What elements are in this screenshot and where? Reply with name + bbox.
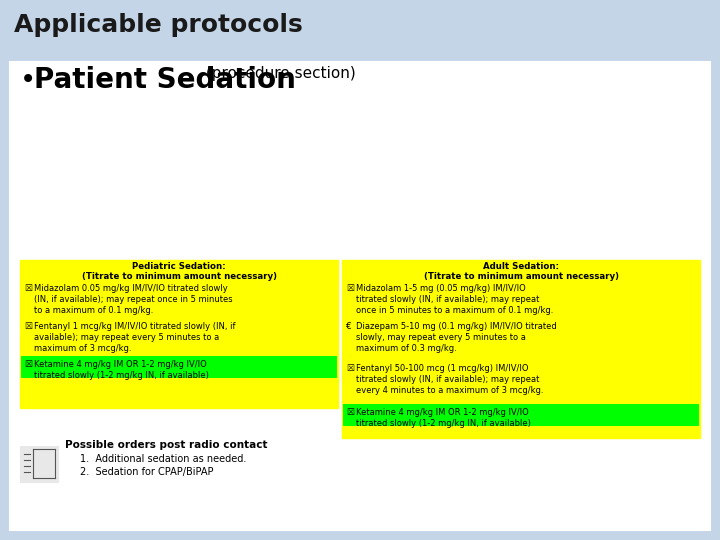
Text: Adult Sedation:: Adult Sedation: [483, 262, 559, 271]
Text: 1.  Additional sedation as needed.: 1. Additional sedation as needed. [80, 454, 246, 464]
Text: ☒: ☒ [24, 322, 32, 331]
Text: ☒: ☒ [346, 364, 354, 373]
Text: Fentanyl 50-100 mcg (1 mcg/kg) IM/IV/IO
titrated slowly (IN, if available); may : Fentanyl 50-100 mcg (1 mcg/kg) IM/IV/IO … [356, 364, 544, 395]
Text: Midazolam 1-5 mg (0.05 mg/kg) IM/IV/IO
titrated slowly (IN, if available); may r: Midazolam 1-5 mg (0.05 mg/kg) IM/IV/IO t… [356, 284, 554, 315]
Text: (procedure section): (procedure section) [201, 66, 356, 81]
Bar [20, 446, 58, 482]
Text: Patient Sedation: Patient Sedation [34, 66, 296, 94]
Text: •: • [20, 66, 36, 94]
Text: ☒: ☒ [24, 360, 32, 369]
Text: Applicable protocols: Applicable protocols [14, 13, 302, 37]
Bar [10, 62, 710, 530]
Text: (Titrate to minimum amount necessary): (Titrate to minimum amount necessary) [81, 272, 276, 281]
Text: ☒: ☒ [346, 408, 354, 417]
Bar [21, 356, 337, 378]
Text: (Titrate to minimum amount necessary): (Titrate to minimum amount necessary) [423, 272, 618, 281]
Text: Diazepam 5-10 mg (0.1 mg/kg) IM/IV/IO titrated
slowly, may repeat every 5 minute: Diazepam 5-10 mg (0.1 mg/kg) IM/IV/IO ti… [356, 322, 557, 353]
Text: Midazolam 0.05 mg/kg IM/IV/IO titrated slowly
(IN, if available); may repeat onc: Midazolam 0.05 mg/kg IM/IV/IO titrated s… [34, 284, 233, 315]
Text: ☒: ☒ [346, 284, 354, 293]
Text: Possible orders post radio contact: Possible orders post radio contact [65, 440, 268, 450]
Text: €: € [346, 322, 352, 331]
Bar [16, 248, 704, 526]
Text: Ketamine 4 mg/kg IM OR 1-2 mg/kg IV/IO
titrated slowly (1-2 mg/kg IN, if availab: Ketamine 4 mg/kg IM OR 1-2 mg/kg IV/IO t… [34, 360, 209, 380]
Bar [343, 404, 699, 426]
Text: Pediatric Sedation:: Pediatric Sedation: [132, 262, 226, 271]
Text: 2.  Sedation for CPAP/BiPAP: 2. Sedation for CPAP/BiPAP [80, 467, 214, 477]
Text: Ketamine 4 mg/kg IM OR 1-2 mg/kg IV/IO
titrated slowly (1-2 mg/kg IN, if availab: Ketamine 4 mg/kg IM OR 1-2 mg/kg IV/IO t… [356, 408, 531, 428]
Bar [342, 260, 700, 438]
Text: ☒: ☒ [24, 284, 32, 293]
Text: Fentanyl 1 mcg/kg IM/IV/IO titrated slowly (IN, if
available); may repeat every : Fentanyl 1 mcg/kg IM/IV/IO titrated slow… [34, 322, 235, 353]
Bar [20, 260, 338, 408]
